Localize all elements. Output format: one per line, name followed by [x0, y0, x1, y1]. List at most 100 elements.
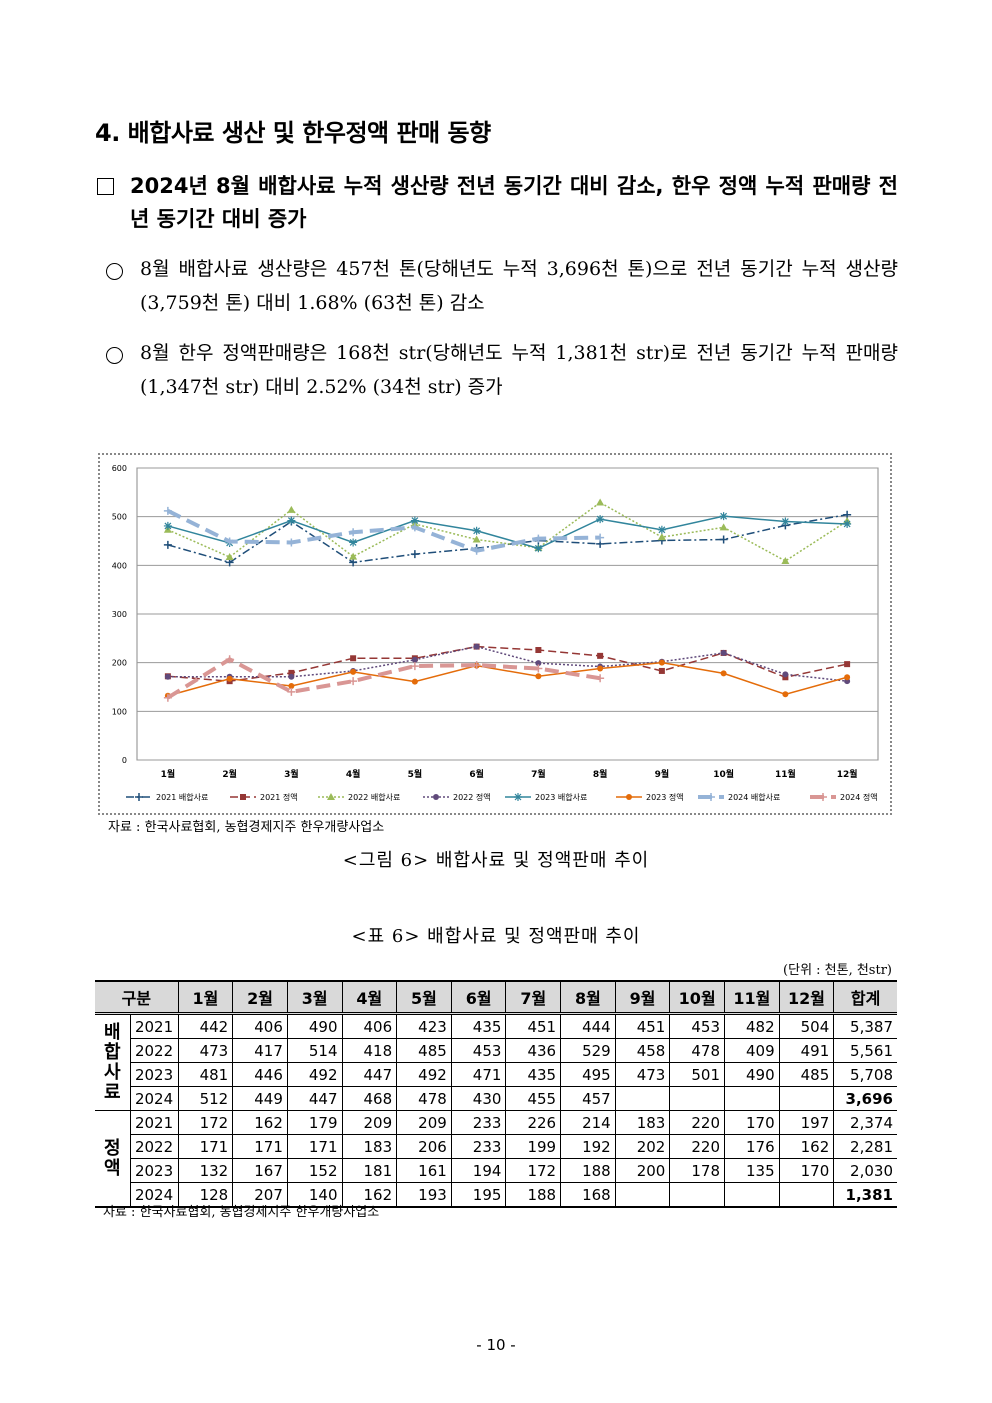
group-label-char: 료	[103, 1081, 121, 1103]
year-cell: 2023	[130, 1158, 179, 1183]
total-cell: 2,374	[833, 1110, 897, 1135]
marker	[719, 535, 728, 544]
legend-marker	[514, 793, 522, 801]
marker	[658, 667, 665, 674]
value-cell: 209	[341, 1110, 398, 1135]
marker	[844, 674, 851, 681]
marker	[164, 673, 171, 680]
year-cell: 2024	[130, 1182, 179, 1208]
marker	[535, 647, 542, 654]
total-cell: 5,561	[833, 1038, 897, 1063]
marker	[349, 677, 358, 686]
legend-label: 2023 정액	[646, 792, 684, 802]
y-tick-label: 200	[112, 659, 127, 668]
header-cell: 구분	[95, 980, 179, 1015]
header-cell: 8월	[560, 980, 616, 1015]
marker	[472, 661, 481, 670]
empty-cell	[614, 1086, 671, 1111]
value-cell: 183	[341, 1134, 398, 1159]
marker	[288, 673, 295, 680]
empty-cell	[724, 1182, 780, 1208]
value-cell: 478	[396, 1086, 452, 1111]
figure-caption: <그림 6> 배합사료 및 정액판매 추이	[342, 850, 650, 871]
chart: 0 100 200 300 400 500 600 1월 2월 3월 4월 5월 6월 7월 8월 9월 10월…	[112, 464, 879, 802]
data-row: 2024 512 449 447 468 478 430 455 457 3,696	[95, 1086, 897, 1111]
value-cell: 220	[669, 1110, 725, 1135]
group-label-char: 사	[103, 1061, 121, 1083]
value-cell: 167	[232, 1158, 288, 1183]
value-cell: 501	[669, 1062, 725, 1087]
marker	[657, 525, 666, 534]
value-cell: 444	[560, 1013, 616, 1039]
marker	[410, 550, 419, 559]
chart-frame	[98, 453, 892, 815]
circle-bullet	[106, 263, 123, 280]
empty-cell	[778, 1086, 835, 1111]
legend-label: 2022 배합사료	[348, 793, 400, 802]
total-cell: 3,696	[833, 1086, 897, 1111]
total-cell: 1,381	[833, 1182, 897, 1208]
value-cell: 457	[560, 1086, 616, 1111]
line	[167, 501, 848, 562]
legend-label: 2023 배합사료	[535, 793, 587, 802]
value-cell: 152	[286, 1158, 343, 1183]
marker	[350, 668, 357, 675]
marker	[163, 540, 172, 549]
x-tick-label: 9월	[655, 768, 670, 780]
marker	[719, 512, 728, 521]
value-cell: 233	[450, 1110, 507, 1135]
marker	[596, 498, 605, 506]
value-cell: 200	[614, 1158, 671, 1183]
value-cell: 171	[177, 1134, 234, 1159]
line	[167, 645, 848, 682]
value-cell: 195	[450, 1182, 507, 1208]
value-cell: 492	[286, 1062, 343, 1087]
y-tick-label: 400	[112, 561, 127, 570]
legend-label: 2021 정액	[260, 792, 298, 802]
value-cell: 491	[778, 1038, 835, 1063]
value-cell: 447	[341, 1062, 398, 1087]
value-cell: 442	[177, 1013, 234, 1039]
value-cell: 481	[177, 1062, 234, 1087]
x-tick-label: 4월	[346, 768, 361, 780]
x-tick-label: 12월	[837, 768, 858, 780]
value-cell: 446	[232, 1062, 288, 1087]
value-cell: 447	[286, 1086, 343, 1111]
legend-label: 2021 배합사료	[156, 793, 208, 802]
value-cell: 192	[560, 1134, 616, 1159]
value-cell: 473	[177, 1038, 234, 1063]
data-row: 2023 132 167 152 181 161 194 172 188 200 178 135 170…	[95, 1158, 897, 1183]
value-cell: 478	[669, 1038, 725, 1063]
legend-label: 2022 정액	[453, 792, 491, 802]
marker	[782, 691, 789, 698]
value-cell: 199	[505, 1134, 562, 1159]
data-row: 2022 473 417 514 418 485 453 436 529 458 478 409 491…	[95, 1038, 897, 1063]
value-cell: 449	[232, 1086, 288, 1111]
value-cell: 451	[505, 1013, 562, 1039]
marker	[597, 665, 604, 672]
marker	[349, 528, 358, 537]
y-tick-label: 600	[112, 464, 127, 473]
value-cell: 436	[505, 1038, 562, 1063]
value-cell: 514	[286, 1038, 343, 1063]
data-row: 정 액 2021 172 162 179 209 209 233 226 214 183 220 170 1…	[95, 1110, 897, 1208]
legend-marker	[433, 794, 439, 800]
value-cell: 485	[778, 1062, 835, 1087]
value-cell: 435	[450, 1013, 507, 1039]
x-tick-label: 1월	[161, 768, 176, 780]
marker	[225, 553, 234, 561]
legend-marker	[819, 793, 827, 801]
data-row: 2022 171 171 171 183 206 233 199 192 202 220 176 162…	[95, 1134, 897, 1159]
value-cell: 162	[778, 1134, 835, 1159]
x-tick-label: 7월	[531, 768, 546, 780]
value-cell: 176	[724, 1134, 780, 1159]
value-cell: 188	[505, 1182, 562, 1208]
marker	[472, 526, 481, 535]
series	[163, 498, 852, 564]
group-label-char: 배	[103, 1021, 121, 1043]
marker	[534, 544, 543, 553]
marker	[720, 649, 727, 656]
marker	[782, 671, 789, 678]
table-caption: <표 6> 배합사료 및 정액판매 추이	[351, 926, 641, 947]
